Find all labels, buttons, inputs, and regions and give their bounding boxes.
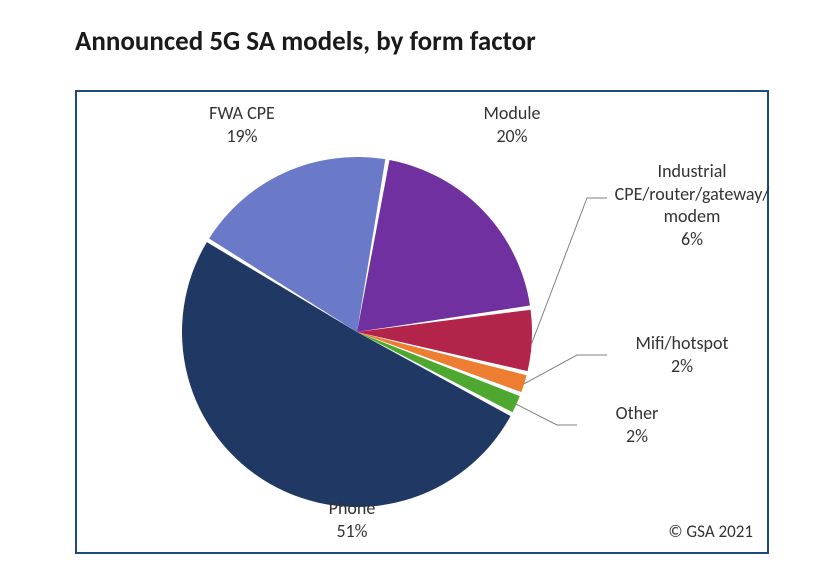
pie-slice: [357, 160, 530, 332]
leader-line: [532, 198, 607, 344]
slice-label: Other 2%: [577, 402, 697, 447]
source-attribution: © GSA 2021: [668, 521, 753, 542]
chart-container: Module 20%Industrial CPE/router/gateway/…: [75, 90, 769, 554]
slice-label: Mifi/hotspot 2%: [607, 332, 757, 377]
slice-label: FWA CPE 19%: [162, 102, 322, 147]
slice-label: Phone 51%: [272, 497, 432, 542]
slice-label: Industrial CPE/router/gateway/ modem 6%: [607, 160, 777, 250]
leader-line: [524, 355, 607, 384]
leader-line: [516, 404, 577, 425]
slice-label: Module 20%: [432, 102, 592, 147]
chart-title: Announced 5G SA models, by form factor: [75, 25, 536, 58]
